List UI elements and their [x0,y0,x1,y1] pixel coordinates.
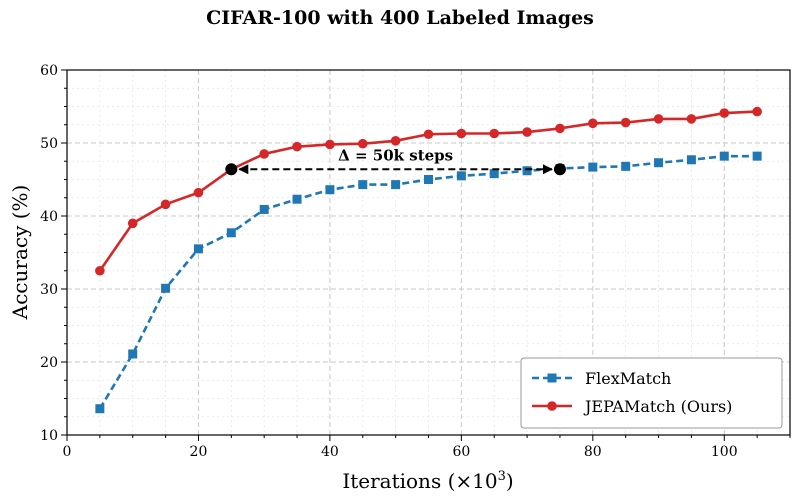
x-axis-label: Iterations (×103) [342,469,513,493]
flexmatch-point [325,185,335,195]
jepamatch-point [522,127,532,137]
y-tick-label: 60 [40,63,58,79]
y-tick-label: 40 [40,209,58,225]
flexmatch-point [588,162,598,172]
flexmatch-point [292,194,302,204]
annotation-arrowhead-left [238,164,249,175]
legend: FlexMatch JEPAMatch (Ours) [520,357,783,429]
jepamatch-point [423,129,434,140]
jepamatch-point [719,108,730,118]
flexmatch-point [719,151,729,161]
y-axis-label: Accuracy (%) [8,185,32,321]
jepamatch-point [127,218,138,229]
y-tick-label: 20 [40,355,58,371]
jepamatch-point [752,106,762,117]
jepamatch-point [325,139,335,150]
jepamatch-point [555,123,565,134]
jepamatch-point [653,114,664,124]
jepamatch-point [686,114,697,124]
x-tick-label: 80 [584,444,602,460]
jepamatch-point [259,149,269,159]
jepamatch-point [390,136,401,146]
flexmatch-point [522,166,532,176]
jepamatch-point [95,265,105,276]
flexmatch-point [259,204,269,214]
axis-ticks: 0 20 40 60 80 100 10 20 30 40 50 60 [40,63,791,460]
jepamatch-point [588,118,598,129]
x-tick-label: 60 [452,444,470,460]
x-axis-label-main: Iterations (×10 [342,469,497,493]
flexmatch-point [686,155,696,165]
jepamatch-point [456,128,467,139]
jepamatch-point [489,128,500,139]
legend-jepamatch-marker [547,401,557,411]
annotation: Δ = 50k steps [225,146,566,176]
legend-jepamatch-label: JEPAMatch (Ours) [583,397,732,416]
y-tick-label: 10 [40,428,58,444]
y-tick-label: 30 [40,282,58,298]
jepamatch-point [357,138,368,149]
flexmatch-point [128,349,138,359]
legend-flexmatch-marker [547,373,557,383]
flexmatch-point [621,161,631,171]
annotation-arrowhead-right [542,164,553,175]
legend-box [520,357,783,429]
flexmatch-point [752,151,762,161]
flexmatch-point [654,158,664,168]
jepamatch-point [160,199,171,210]
x-axis-label-close: ) [506,469,514,493]
flexmatch-point [391,180,401,190]
jepamatch-point [193,187,204,198]
x-tick-label: 40 [321,444,339,460]
legend-flexmatch-label: FlexMatch [585,369,671,388]
chart-title: CIFAR-100 with 400 Labeled Images [206,7,594,29]
x-axis-label-exponent: 3 [498,469,506,484]
flexmatch-point [489,169,499,179]
annotation-end-point [553,163,566,176]
flexmatch-point [226,228,236,238]
series-layer [95,106,762,414]
jepamatch-point [620,117,631,128]
annotation-start-point [225,163,238,176]
flexmatch-point [358,180,368,190]
x-tick-label: 100 [711,444,738,460]
jepamatch-point [292,141,302,152]
y-tick-label: 50 [40,136,58,152]
flexmatch-point [193,244,203,254]
flexmatch-point [424,175,433,184]
flexmatch-point [95,404,105,414]
flexmatch-point [161,283,171,293]
annotation-label: Δ = 50k steps [338,146,453,164]
flexmatch-point [456,171,466,181]
x-tick-label: 20 [190,444,208,460]
x-tick-label: 0 [63,444,72,460]
